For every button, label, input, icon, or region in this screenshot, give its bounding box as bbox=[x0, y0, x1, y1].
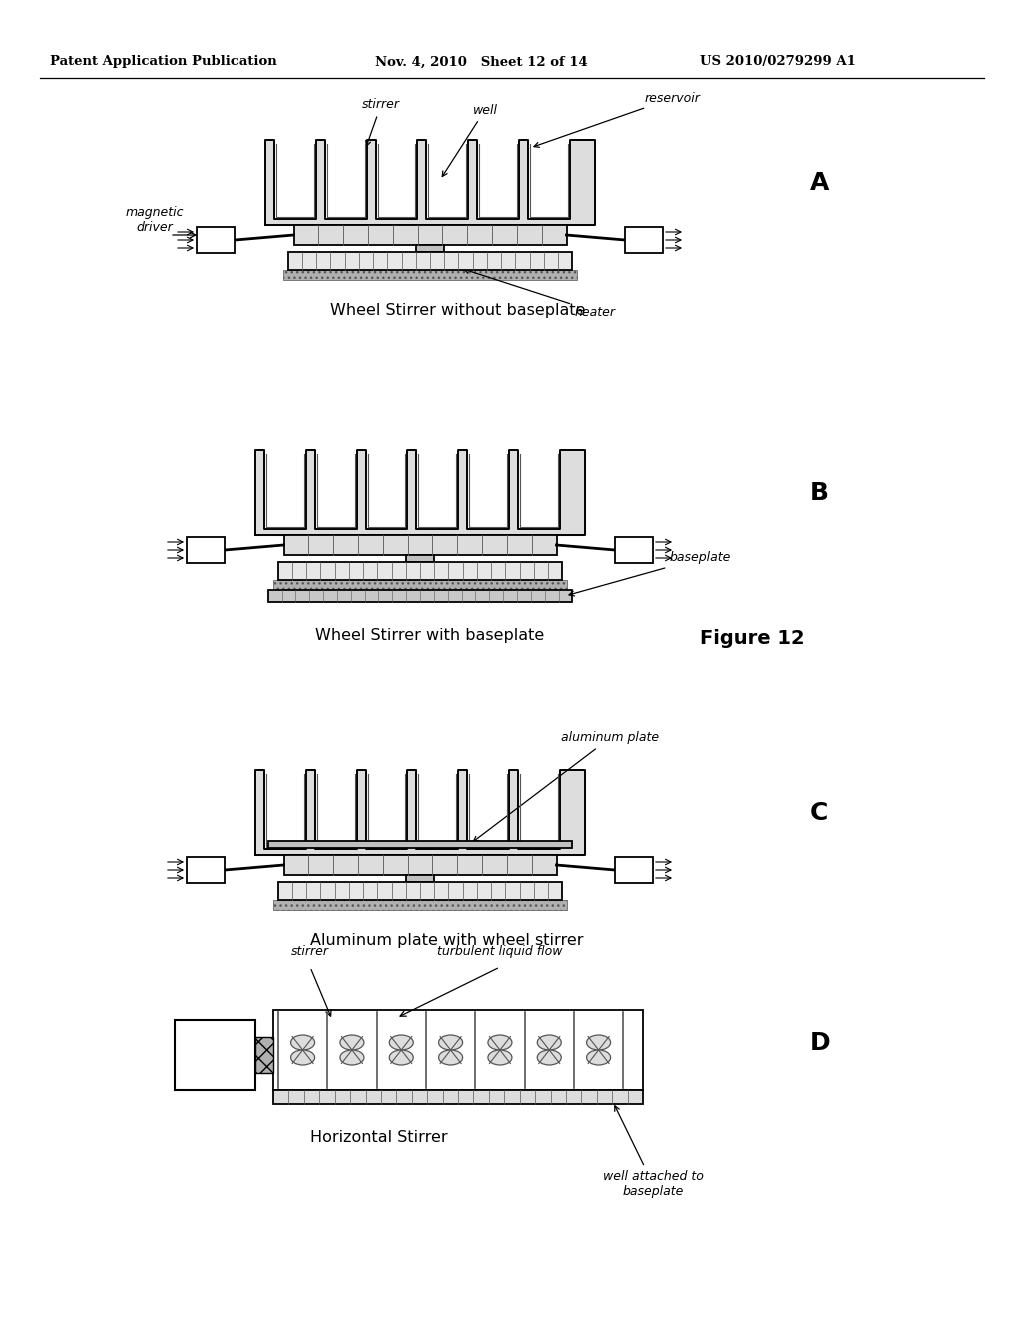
Text: heater: heater bbox=[464, 268, 616, 318]
Bar bbox=[615, 537, 653, 564]
Text: MOTOR: MOTOR bbox=[189, 1048, 241, 1061]
Ellipse shape bbox=[487, 1035, 512, 1049]
Ellipse shape bbox=[438, 1049, 463, 1065]
Ellipse shape bbox=[291, 1049, 314, 1065]
Bar bbox=[288, 252, 572, 271]
Text: aluminum plate: aluminum plate bbox=[473, 731, 659, 841]
Bar bbox=[284, 855, 556, 875]
Text: magnetic
driver: magnetic driver bbox=[126, 206, 184, 234]
Bar bbox=[273, 1090, 643, 1104]
Text: C: C bbox=[810, 801, 828, 825]
Text: Patent Application Publication: Patent Application Publication bbox=[50, 55, 276, 69]
Bar bbox=[273, 1010, 643, 1090]
Polygon shape bbox=[265, 140, 595, 224]
Text: stirrer: stirrer bbox=[291, 945, 329, 958]
Bar bbox=[278, 882, 562, 900]
Text: Nov. 4, 2010   Sheet 12 of 14: Nov. 4, 2010 Sheet 12 of 14 bbox=[375, 55, 588, 69]
Bar bbox=[255, 1038, 273, 1073]
Bar bbox=[175, 1020, 255, 1090]
Bar bbox=[187, 857, 225, 883]
Text: D: D bbox=[810, 1031, 830, 1055]
Ellipse shape bbox=[340, 1035, 364, 1049]
Bar bbox=[267, 590, 572, 602]
Bar bbox=[278, 562, 562, 579]
Bar bbox=[272, 900, 567, 909]
Bar bbox=[284, 535, 556, 554]
Ellipse shape bbox=[389, 1049, 414, 1065]
Ellipse shape bbox=[538, 1035, 561, 1049]
Bar bbox=[407, 554, 433, 562]
Text: reservoir: reservoir bbox=[534, 91, 700, 148]
Text: turbulent liquid flow: turbulent liquid flow bbox=[437, 945, 563, 958]
Bar bbox=[187, 537, 225, 564]
Bar bbox=[268, 841, 571, 847]
Ellipse shape bbox=[587, 1049, 610, 1065]
Bar bbox=[283, 271, 578, 280]
Bar bbox=[407, 875, 433, 882]
Ellipse shape bbox=[538, 1049, 561, 1065]
Bar bbox=[417, 246, 443, 252]
Bar bbox=[615, 857, 653, 883]
Polygon shape bbox=[255, 770, 585, 855]
Ellipse shape bbox=[291, 1035, 314, 1049]
Ellipse shape bbox=[438, 1035, 463, 1049]
Text: Aluminum plate with wheel stirrer: Aluminum plate with wheel stirrer bbox=[310, 933, 584, 948]
Text: Figure 12: Figure 12 bbox=[700, 630, 805, 648]
Text: baseplate: baseplate bbox=[569, 552, 731, 595]
Text: well attached to
baseplate: well attached to baseplate bbox=[602, 1106, 703, 1199]
Ellipse shape bbox=[340, 1049, 364, 1065]
Text: stirrer: stirrer bbox=[362, 99, 400, 147]
Text: A: A bbox=[810, 172, 829, 195]
Text: US 2010/0279299 A1: US 2010/0279299 A1 bbox=[700, 55, 856, 69]
Text: Wheel Stirrer with baseplate: Wheel Stirrer with baseplate bbox=[315, 628, 544, 643]
Text: B: B bbox=[810, 480, 829, 506]
Text: well: well bbox=[442, 103, 498, 177]
Bar bbox=[272, 579, 567, 590]
Bar bbox=[197, 227, 234, 253]
Text: Wheel Stirrer without baseplate: Wheel Stirrer without baseplate bbox=[330, 304, 586, 318]
Text: Horizontal Stirrer: Horizontal Stirrer bbox=[310, 1130, 447, 1144]
Ellipse shape bbox=[487, 1049, 512, 1065]
Ellipse shape bbox=[587, 1035, 610, 1049]
Bar bbox=[294, 224, 566, 246]
Ellipse shape bbox=[389, 1035, 414, 1049]
Bar bbox=[625, 227, 663, 253]
Polygon shape bbox=[255, 450, 585, 535]
